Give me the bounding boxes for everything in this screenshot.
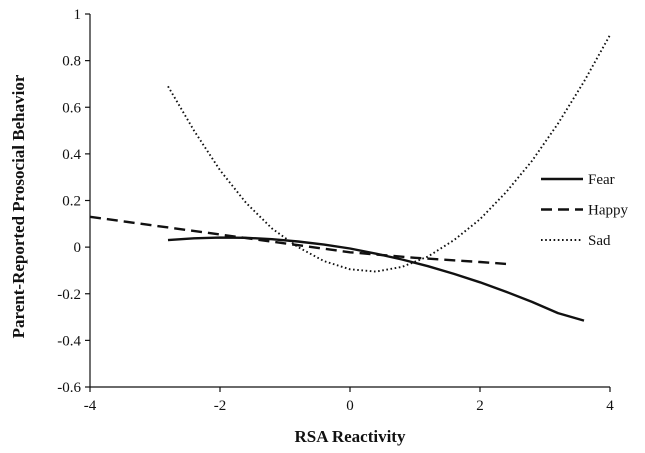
- y-tick-label: 0.4: [62, 147, 81, 163]
- x-axis-title: RSA Reactivity: [295, 427, 406, 446]
- legend-label-fear: Fear: [588, 172, 615, 188]
- x-tick-label: 4: [606, 398, 614, 414]
- y-tick-label: 0.6: [62, 100, 81, 116]
- y-tick-label: 0: [74, 240, 82, 256]
- series-line-fear: [167, 236, 585, 322]
- y-tick-label: 0.8: [62, 54, 81, 70]
- y-axis-title: Parent-Reported Prosocial Behavior: [9, 74, 28, 338]
- legend-label-happy: Happy: [588, 203, 628, 219]
- series-layer: [89, 34, 611, 322]
- y-tick-label: 0.2: [62, 194, 81, 210]
- y-tick-label: 1: [74, 7, 82, 23]
- plot-area: -0.6 -0.4 -0.2 0 0.2 0.4 0.6 0.8 1 -4 -2 0 2 4: [57, 7, 614, 414]
- x-tick-label: 2: [476, 398, 484, 414]
- y-tick-label: -0.2: [57, 287, 81, 303]
- x-ticks: -4 -2 0 2 4: [84, 387, 614, 414]
- x-tick-label: -2: [214, 398, 227, 414]
- legend: Fear Happy Sad: [541, 172, 628, 249]
- series-line-sad: [167, 34, 611, 273]
- x-tick-label: 0: [346, 398, 354, 414]
- y-ticks: -0.6 -0.4 -0.2 0 0.2 0.4 0.6 0.8 1: [57, 7, 90, 396]
- x-tick-label: -4: [84, 398, 97, 414]
- y-tick-label: -0.4: [57, 333, 81, 349]
- series-line-happy: [89, 215, 507, 266]
- legend-label-sad: Sad: [588, 233, 611, 249]
- y-tick-label: -0.6: [57, 380, 81, 396]
